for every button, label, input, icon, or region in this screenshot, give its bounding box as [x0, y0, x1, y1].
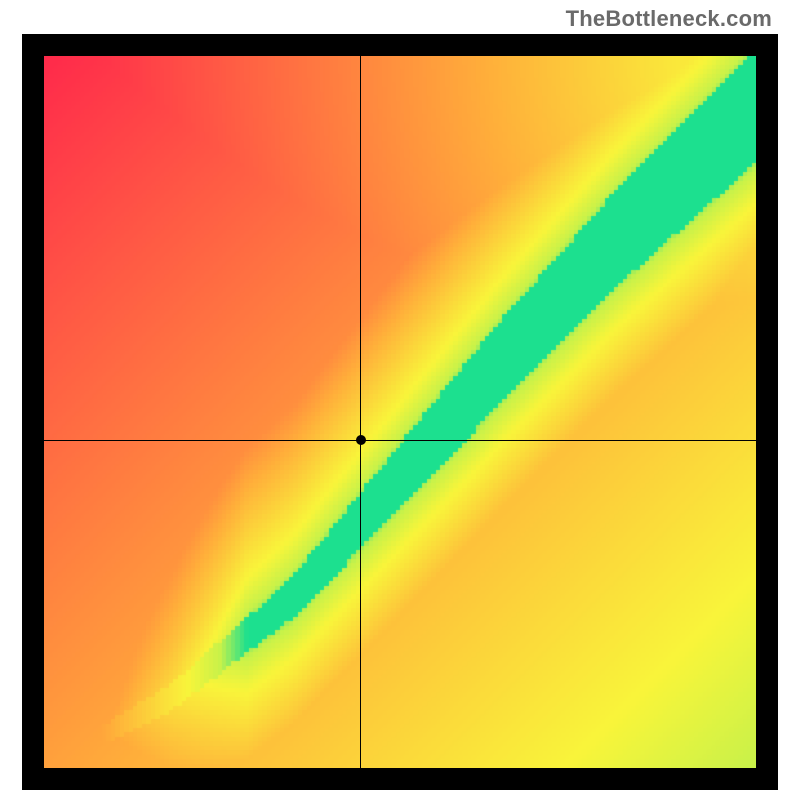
- watermark-text: TheBottleneck.com: [566, 6, 772, 32]
- heatmap-canvas: [44, 56, 756, 768]
- crosshair-marker: [356, 435, 366, 445]
- crosshair-vertical: [360, 56, 361, 768]
- crosshair-horizontal: [44, 440, 756, 441]
- chart-container: TheBottleneck.com: [0, 0, 800, 800]
